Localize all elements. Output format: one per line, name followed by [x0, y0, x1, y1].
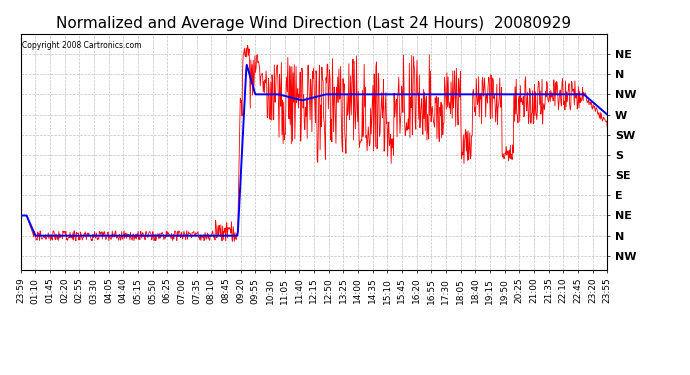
Text: Copyright 2008 Cartronics.com: Copyright 2008 Cartronics.com	[22, 41, 141, 50]
Title: Normalized and Average Wind Direction (Last 24 Hours)  20080929: Normalized and Average Wind Direction (L…	[57, 16, 571, 31]
